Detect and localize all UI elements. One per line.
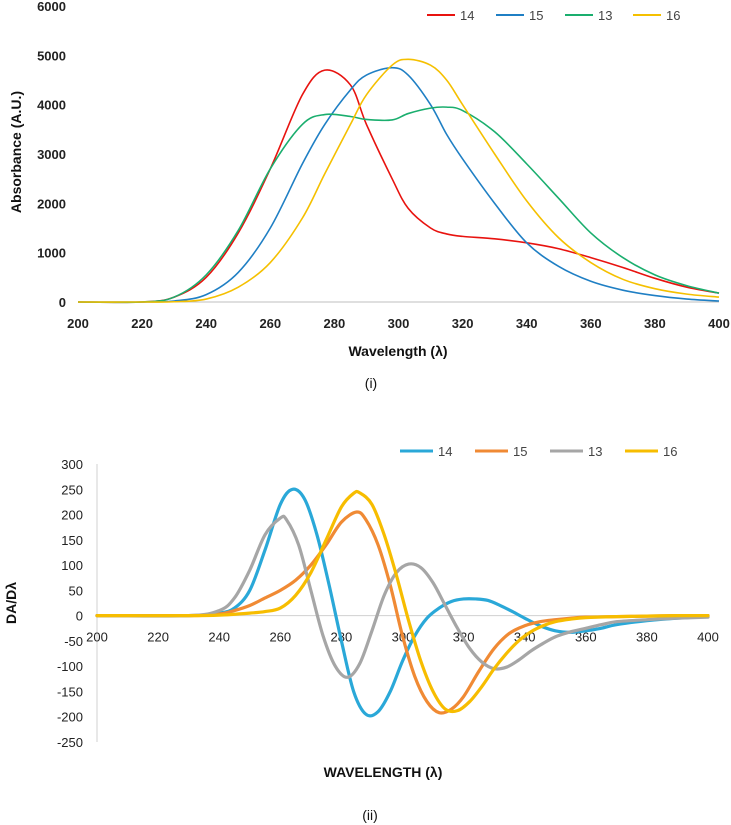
x-tick-label: 320: [452, 316, 474, 331]
series-line-16: [95, 489, 710, 714]
series-line-13: [77, 106, 720, 304]
x-tick-label: 240: [195, 316, 217, 331]
y-tick-label: 200: [61, 508, 83, 523]
y-tick-label: -100: [57, 659, 83, 674]
x-axis-label-wavelength-upper: WAVELENGTH (λ): [324, 764, 443, 780]
y-tick-label: 0: [59, 295, 66, 310]
y-tick-label: 250: [61, 482, 83, 497]
x-tick-label: 400: [708, 316, 730, 331]
y-tick-label: 4000: [37, 98, 66, 113]
x-tick-label: 240: [208, 630, 230, 645]
x-tick-label: 380: [644, 316, 666, 331]
x-axis-label-wavelength: Wavelength (λ): [348, 343, 447, 359]
x-tick-label: 200: [67, 316, 89, 331]
series-line-15: [95, 510, 710, 715]
legend-label-13: 13: [588, 444, 602, 459]
y-tick-label: 100: [61, 558, 83, 573]
absorbance-chart: 0 1000 2000 3000 4000 5000 6000 200 220 240 260 280…: [8, 0, 730, 391]
x-tick-label: 260: [259, 316, 281, 331]
series-line-13: [95, 514, 710, 679]
y-tick-label: 0: [76, 609, 83, 624]
panel-caption-ii: (ii): [362, 807, 378, 823]
y-tick-label: 1000: [37, 246, 66, 261]
y-tick-label: 3000: [37, 147, 66, 162]
x-tick-label: 280: [324, 316, 346, 331]
series-line-14: [77, 69, 720, 304]
y-tick-label: 5000: [37, 48, 66, 63]
y-tick-label: 300: [61, 457, 83, 472]
legend-label-14: 14: [460, 8, 474, 23]
y-tick-label: -250: [57, 735, 83, 750]
legend-label-15: 15: [513, 444, 527, 459]
y-axis-label-absorbance: Absorbance (A.U.): [8, 91, 24, 213]
legend-label-16: 16: [666, 8, 680, 23]
panel-caption-i: (i): [365, 375, 377, 391]
x-tick-label: 220: [147, 630, 169, 645]
x-tick-label: 360: [575, 630, 597, 645]
y-axis-label-derivative: DA/Dλ: [3, 582, 19, 624]
y-tick-label: 6000: [37, 0, 66, 14]
x-tick-label: 340: [516, 316, 538, 331]
y-tick-label: -150: [57, 684, 83, 699]
x-tick-label: 380: [636, 630, 658, 645]
x-tick-label: 400: [697, 630, 719, 645]
derivative-chart: 300 250 200 150 100 50 0 -50 -100 -150 -200 -250 200…: [3, 444, 719, 823]
series-line-15: [77, 66, 720, 303]
x-tick-label: 360: [580, 316, 602, 331]
y-tick-label: 50: [69, 583, 83, 598]
legend-label-13: 13: [598, 8, 612, 23]
series-line-16: [77, 58, 720, 303]
x-tick-label: 200: [86, 630, 108, 645]
y-tick-label: -50: [64, 634, 83, 649]
legend-label-14: 14: [438, 444, 452, 459]
y-tick-label: 150: [61, 533, 83, 548]
x-tick-label: 300: [388, 316, 410, 331]
y-tick-label: 2000: [37, 196, 66, 211]
x-tick-label: 260: [269, 630, 291, 645]
legend-label-16: 16: [663, 444, 677, 459]
legend-label-15: 15: [529, 8, 543, 23]
x-tick-label: 220: [131, 316, 153, 331]
y-tick-label: -200: [57, 710, 83, 725]
